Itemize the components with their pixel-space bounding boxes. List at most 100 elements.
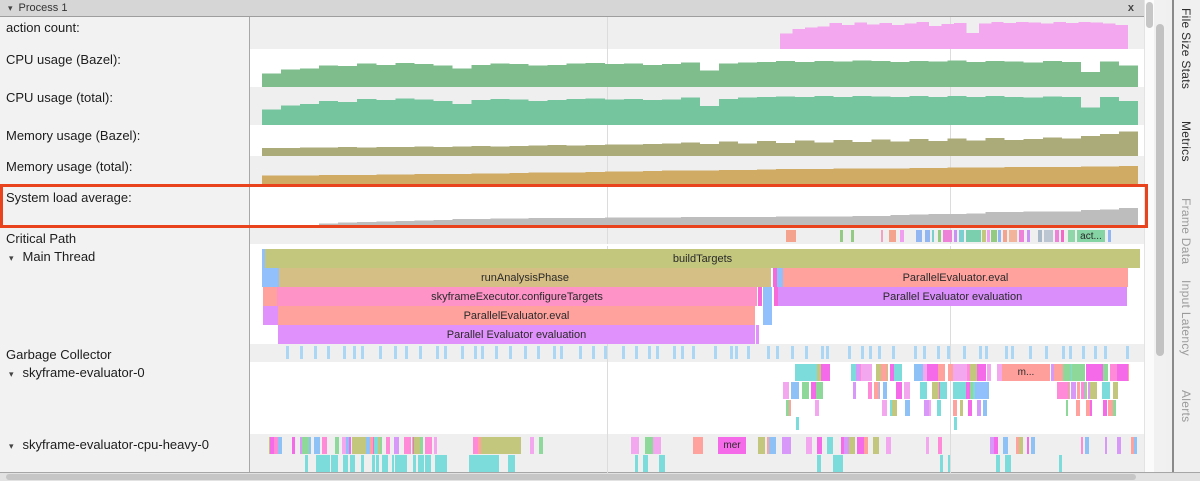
trace-slice[interactable] [815, 400, 819, 416]
trace-slice[interactable] [777, 268, 783, 287]
gc-tick[interactable] [826, 346, 829, 359]
critical-path-slice[interactable] [943, 230, 952, 242]
trace-slice[interactable] [914, 364, 923, 381]
critical-path-slice[interactable] [1019, 230, 1024, 242]
trace-slice[interactable] [965, 382, 970, 399]
gc-tick[interactable] [1029, 346, 1032, 359]
trace-slice[interactable] [758, 287, 762, 306]
trace-slice[interactable] [376, 455, 379, 472]
trace-slice[interactable] [816, 382, 823, 399]
trace-slice[interactable] [806, 437, 812, 454]
trace-slice[interactable] [530, 437, 534, 454]
gc-tick[interactable] [947, 346, 950, 359]
trace-slice[interactable] [262, 249, 265, 268]
trace-slice[interactable] [817, 455, 821, 472]
critical-path-slice[interactable] [998, 230, 1001, 242]
trace-slice[interactable] [1057, 382, 1064, 399]
trace-slice[interactable] [894, 364, 902, 381]
trace-slice[interactable]: Parallel Evaluator evaluation [278, 325, 755, 344]
trace-slice[interactable] [1061, 382, 1069, 399]
trace-slice[interactable] [481, 437, 521, 454]
critical-path-slice[interactable] [982, 230, 986, 242]
trace-slice[interactable] [791, 382, 799, 399]
gc-tick[interactable] [419, 346, 422, 359]
track-gc[interactable] [250, 344, 1144, 362]
critical-path-slice[interactable] [900, 230, 904, 242]
trace-slice[interactable] [881, 364, 887, 381]
page-vertical-scrollbar[interactable] [1154, 0, 1166, 472]
trace-slice[interactable] [970, 364, 977, 381]
trace-slice[interactable] [769, 437, 776, 454]
trace-slice[interactable] [958, 382, 966, 399]
trace-slice[interactable] [278, 437, 282, 454]
critical-path-slice[interactable] [959, 230, 964, 242]
trace-slice[interactable] [905, 400, 910, 416]
trace-slice[interactable] [853, 382, 856, 399]
trace-slice[interactable] [343, 455, 348, 472]
gc-tick[interactable] [622, 346, 625, 359]
trace-slice[interactable] [333, 455, 338, 472]
gc-tick[interactable] [848, 346, 851, 359]
trace-slice[interactable] [392, 455, 394, 472]
critical-path-slice[interactable] [1003, 230, 1007, 242]
trace-slice[interactable] [987, 364, 991, 381]
trace-slice[interactable] [1005, 455, 1008, 472]
track-main-thread[interactable]: buildTargets runAnalysisPhase ParallelEval… [250, 246, 1144, 344]
trace-slice[interactable] [892, 400, 897, 416]
trace-slice[interactable] [758, 437, 765, 454]
gc-tick[interactable] [495, 346, 498, 359]
trace-slice[interactable] [856, 364, 860, 381]
critical-path-slice[interactable] [987, 230, 990, 242]
gc-tick[interactable] [673, 346, 676, 359]
gc-tick[interactable] [681, 346, 684, 359]
gc-tick[interactable] [474, 346, 477, 359]
trace-slice[interactable] [938, 437, 942, 454]
trace-slice[interactable] [756, 325, 759, 344]
critical-path-slice[interactable] [1044, 230, 1053, 242]
trace-slice[interactable] [316, 455, 322, 472]
trace-slice[interactable] [420, 455, 424, 472]
trace-slice[interactable] [1081, 382, 1084, 399]
track-cpu-bazel[interactable] [250, 49, 1144, 87]
trace-slice[interactable]: buildTargets [265, 249, 1140, 268]
trace-slice[interactable] [349, 437, 351, 454]
gc-tick[interactable] [1104, 346, 1107, 359]
trace-slice[interactable] [1054, 364, 1063, 381]
trace-slice[interactable] [938, 364, 945, 381]
trace-slice[interactable] [833, 455, 836, 472]
gc-tick[interactable] [791, 346, 794, 359]
trace-slice[interactable] [372, 455, 375, 472]
process-close-button[interactable]: x [1127, 2, 1134, 14]
gc-tick[interactable] [692, 346, 695, 359]
trace-slice[interactable] [441, 455, 447, 472]
trace-slice[interactable] [374, 437, 378, 454]
trace-slice[interactable] [394, 437, 399, 454]
trace-slice[interactable] [818, 437, 822, 454]
gc-tick[interactable] [747, 346, 750, 359]
trace-slice[interactable] [905, 382, 910, 399]
trace-slice[interactable] [926, 437, 929, 454]
trace-slice[interactable] [270, 437, 277, 454]
track-sky-heavy[interactable]: mer [250, 434, 1144, 474]
trace-slice[interactable] [414, 437, 420, 454]
trace-slice[interactable] [786, 400, 789, 416]
critical-path-slice[interactable] [1009, 230, 1017, 242]
gc-tick[interactable] [300, 346, 303, 359]
track-sky0[interactable]: m... [250, 362, 1144, 434]
gc-tick[interactable] [509, 346, 512, 359]
trace-slice[interactable] [263, 306, 278, 325]
trace-slice[interactable] [996, 455, 1000, 472]
trace-slice[interactable] [997, 364, 1006, 381]
gc-tick[interactable] [286, 346, 289, 359]
trace-slice[interactable] [484, 455, 494, 472]
collapse-arrow-icon[interactable]: ▾ [9, 441, 14, 451]
critical-path-slice[interactable] [1068, 230, 1075, 242]
trace-slice[interactable] [469, 455, 478, 472]
horizontal-scrollbar-thumb[interactable] [6, 474, 1136, 480]
trace-slice[interactable] [839, 455, 843, 472]
trace-slice[interactable] [802, 382, 809, 399]
trace-slice[interactable] [635, 455, 638, 472]
trace-slice[interactable] [1008, 455, 1011, 472]
critical-path-slice[interactable] [881, 230, 883, 242]
trace-slice[interactable] [1110, 364, 1121, 381]
